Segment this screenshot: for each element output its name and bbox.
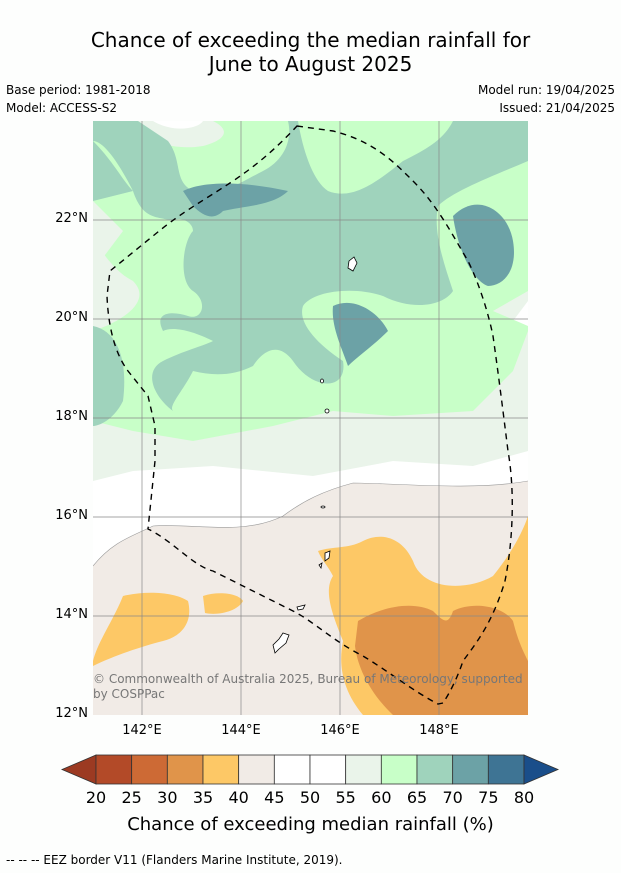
colorbar-tick-label: 50: [299, 788, 321, 807]
colorbar-tick-label: 40: [228, 788, 249, 807]
copyright-line-1: © Commonwealth of Australia 2025, Bureau…: [93, 672, 523, 686]
island-d: [347, 256, 358, 272]
colorbar-swatch: [309, 754, 347, 785]
colorbar-swatch: [452, 754, 489, 785]
island-c: [320, 378, 324, 384]
colorbar-low-extend: [60, 754, 97, 785]
copyright-line-2: by COSPPac: [93, 687, 165, 701]
colorbar-swatch: [380, 754, 418, 785]
island-b: [324, 408, 330, 414]
island-guam: [272, 632, 290, 654]
colorbar-swatch: [202, 754, 240, 785]
colorbar-tick-label: 30: [157, 788, 178, 807]
islands: [272, 256, 358, 654]
lat-label-16: 16°N: [55, 508, 88, 523]
lat-label-12: 12°N: [55, 706, 88, 721]
title-line-2: June to August 2025: [208, 52, 413, 76]
island-rota: [296, 604, 306, 611]
model-run: Model run: 19/04/2025: [477, 83, 615, 97]
model-name: Model: ACCESS-S2: [6, 101, 118, 115]
contour-35-40-b: [203, 593, 243, 614]
lon-label-146: 146°E: [320, 723, 360, 738]
colorbar-tick-label: 55: [335, 788, 356, 807]
island-saipan: [324, 550, 331, 562]
colorbar: [60, 753, 560, 787]
colorbar-high-extend: [523, 754, 560, 785]
patch-light-3: [123, 121, 224, 148]
eez-border: [106, 125, 513, 705]
lon-label-148: 148°E: [419, 723, 459, 738]
lon-label-144: 144°E: [221, 723, 261, 738]
colorbar-tick-label: 35: [192, 788, 214, 807]
map-canvas: [93, 121, 528, 715]
colorbar-swatch: [238, 754, 275, 785]
lon-label-142: 142°E: [122, 723, 162, 738]
contour-70-75-b: [453, 204, 514, 286]
colorbar-tick-label: 20: [85, 788, 107, 807]
contour-30-35: [355, 605, 528, 715]
contour-65-70: [93, 121, 528, 411]
colorbar-tick-label: 80: [513, 788, 535, 807]
patch-light-2: [93, 241, 140, 331]
colorbar-tick-label: 75: [478, 788, 499, 807]
colorbar-tick-label: 70: [442, 788, 463, 807]
contour-line-south: [93, 480, 528, 567]
meta-right: Model run: 19/04/2025 Issued: 21/04/2025: [478, 81, 615, 117]
colorbar-tick-label: 45: [264, 788, 285, 807]
colorbar-tick-label: 25: [121, 788, 142, 807]
colorbar-tick-label: 65: [406, 788, 428, 807]
colorbar-swatch: [166, 754, 204, 785]
forecast-map: [93, 121, 528, 715]
lat-label-18: 18°N: [55, 409, 88, 424]
colorbar-swatch: [95, 754, 133, 785]
contour-70-75-a: [183, 183, 288, 217]
colorbar-swatch: [273, 754, 311, 785]
lat-label-20: 20°N: [55, 310, 88, 325]
island-tinian: [318, 562, 323, 570]
issued-date: Issued: 21/04/2025: [499, 101, 615, 115]
patch-teal-edge: [93, 141, 133, 201]
base-period: Base period: 1981-2018: [6, 83, 151, 97]
colorbar-swatch: [131, 754, 168, 785]
lat-label-22: 22°N: [55, 211, 88, 226]
contour-70-75-c: [332, 302, 388, 366]
graticule: [93, 121, 528, 715]
copyright-note: © Commonwealth of Australia 2025, Bureau…: [93, 672, 523, 702]
contour-35-40-a: [93, 592, 190, 666]
colorbar-svg: [60, 754, 560, 785]
island-a: [320, 505, 326, 509]
colorbar-swatch: [487, 754, 525, 785]
eez-footnote: -- -- -- EEZ border V11 (Flanders Marine…: [6, 853, 343, 867]
colorbar-tick-label: 60: [371, 788, 392, 807]
title-line-1: Chance of exceeding the median rainfall …: [90, 28, 531, 52]
map-title: Chance of exceeding the median rainfall …: [0, 28, 621, 76]
patch-white-2: [153, 121, 203, 129]
colorbar-title: Chance of exceeding median rainfall (%): [127, 814, 494, 835]
meta-left: Base period: 1981-2018 Model: ACCESS-S2: [6, 81, 151, 117]
colorbar-swatch: [345, 754, 382, 785]
lat-label-14: 14°N: [55, 607, 88, 622]
colorbar-swatch: [416, 754, 454, 785]
